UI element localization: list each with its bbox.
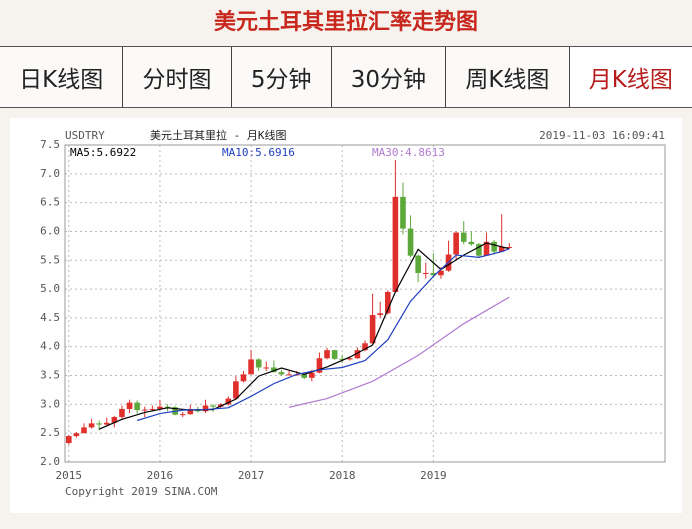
- candle-body: [271, 367, 277, 373]
- tab[interactable]: 日K线图: [0, 47, 124, 107]
- candle-body: [301, 374, 308, 378]
- y-tick-label: 6.0: [40, 224, 60, 237]
- y-tick-label: 7.5: [40, 138, 60, 151]
- candle-body: [468, 241, 475, 245]
- candle-body: [430, 272, 437, 276]
- candle-body: [453, 232, 459, 255]
- chart-title: 美元土耳其里拉 - 月K线图: [150, 128, 287, 142]
- tab[interactable]: 分时图: [123, 47, 232, 107]
- candle-body: [111, 417, 118, 423]
- candle-body: [96, 423, 102, 425]
- candle-body: [126, 402, 133, 409]
- symbol: USDTRY: [65, 129, 105, 142]
- tab[interactable]: 周K线图: [446, 47, 570, 107]
- tab[interactable]: 月K线图: [569, 47, 692, 107]
- y-tick-label: 3.0: [40, 397, 60, 410]
- candle-body: [157, 406, 163, 409]
- candle-body: [164, 406, 171, 408]
- x-tick-label: 2015: [56, 469, 83, 482]
- candle-body: [438, 270, 444, 276]
- candle-body: [65, 436, 72, 443]
- y-tick-label: 5.0: [40, 282, 60, 295]
- candle-body: [324, 350, 330, 359]
- candle-body: [491, 241, 497, 252]
- x-tick-label: 2019: [420, 469, 447, 482]
- candle-body: [384, 291, 391, 314]
- candle-body: [88, 423, 95, 428]
- candle-body: [415, 255, 421, 273]
- candle-body: [134, 402, 140, 411]
- candle-body: [354, 350, 361, 359]
- candle-body: [119, 408, 125, 418]
- legend-label: MA5:5.6922: [70, 146, 136, 159]
- y-tick-label: 6.5: [40, 196, 60, 209]
- candle-body: [187, 408, 194, 415]
- candle-body: [339, 358, 346, 360]
- candle-body: [407, 228, 414, 256]
- tab[interactable]: 5分钟: [232, 47, 332, 107]
- candle-body: [286, 374, 292, 376]
- tab[interactable]: 30分钟: [332, 47, 447, 107]
- x-tick-label: 2016: [147, 469, 174, 482]
- legend-label: MA30:4.8613: [372, 146, 445, 159]
- candle-body: [202, 405, 209, 412]
- page-title: 美元土耳其里拉汇率走势图: [213, 10, 478, 35]
- candle-body: [506, 247, 513, 249]
- plot-frame: [64, 144, 666, 463]
- y-tick-label: 7.0: [40, 167, 60, 180]
- candle-body: [141, 409, 148, 411]
- candle-body: [422, 272, 429, 274]
- chart: USDTRY 美元土耳其里拉 - 月K线图 2019-11-03 16:09:41 M…: [10, 118, 682, 513]
- x-tick-label: 2017: [238, 469, 265, 482]
- candle-body: [225, 398, 232, 405]
- candle-body: [73, 433, 80, 437]
- y-tick-label: 4.5: [40, 311, 60, 324]
- y-tick-label: 4.0: [40, 340, 60, 353]
- timestamp: 2019-11-03 16:09:41: [539, 129, 665, 142]
- y-tick-label: 2.5: [40, 426, 60, 439]
- candle-body: [233, 381, 239, 399]
- candle-body: [316, 358, 323, 373]
- candle-body: [179, 414, 186, 416]
- candle-body: [149, 408, 156, 410]
- legend-label: MA10:5.6916: [222, 146, 295, 159]
- candle-body: [278, 372, 285, 375]
- candle-body: [483, 241, 490, 256]
- y-tick-label: 5.5: [40, 253, 60, 266]
- candle-body: [331, 350, 338, 359]
- candle-body: [369, 315, 376, 344]
- chart-background: [10, 118, 682, 513]
- candle-body: [103, 422, 110, 425]
- ma-line: [288, 296, 510, 408]
- candle-body: [392, 196, 399, 292]
- candle-body: [263, 367, 270, 369]
- candle-body: [240, 374, 247, 382]
- y-tick-label: 2.0: [40, 455, 60, 468]
- candle-body: [248, 359, 254, 375]
- candle-body: [362, 343, 368, 351]
- x-tick-label: 2018: [329, 469, 356, 482]
- candle-body: [400, 196, 406, 229]
- candle-body: [476, 244, 482, 256]
- candle-body: [309, 372, 315, 378]
- ma-line: [136, 248, 510, 422]
- candle-body: [498, 247, 505, 252]
- candle-body: [255, 359, 262, 368]
- copyright: Copyright 2019 SINA.COM: [65, 485, 218, 498]
- candle-body: [460, 232, 467, 242]
- candle-body: [347, 358, 353, 360]
- candle-body: [81, 427, 87, 434]
- y-tick-label: 3.5: [40, 369, 60, 382]
- candle-body: [377, 313, 383, 316]
- candle-body: [210, 405, 216, 407]
- tab-bar: 日K线图 分时图 5分钟 30分钟 周K线图 月K线图: [0, 46, 692, 108]
